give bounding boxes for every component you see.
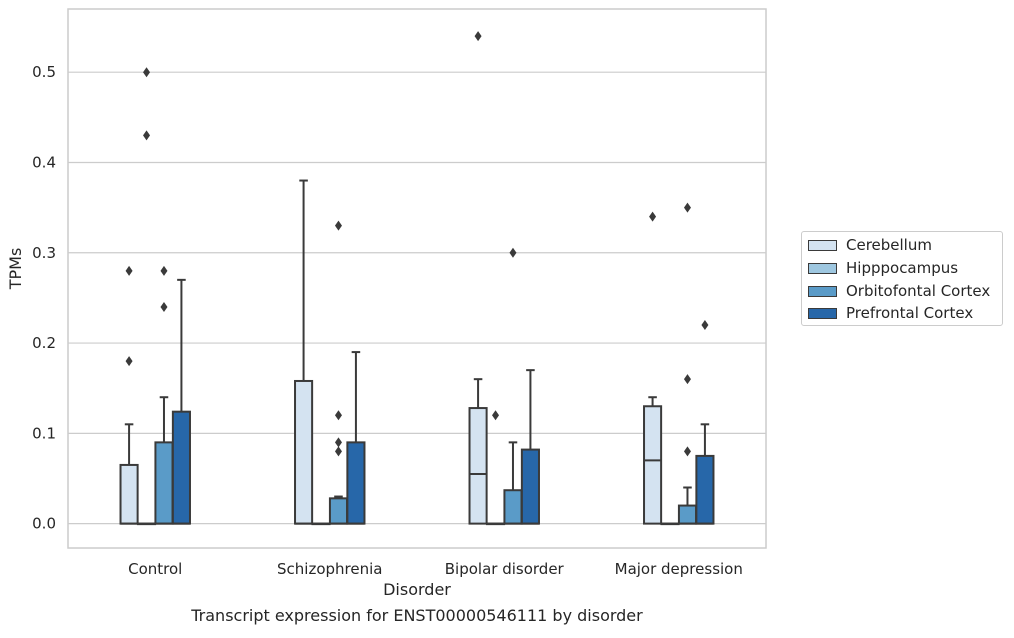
outlier-marker (509, 247, 517, 258)
outlier-marker (492, 410, 500, 421)
y-tick-label: 0.4 (32, 153, 56, 171)
box-prefrontal-cortex (695, 454, 715, 525)
outlier-marker (160, 265, 168, 276)
outlier-marker (334, 220, 342, 231)
legend-item-prefrontal-cortex: Prefrontal Cortex (808, 304, 973, 322)
box-prefrontal-cortex (346, 441, 366, 525)
outlier-marker (125, 356, 133, 367)
legend-item-orbitofrontal-cortex: Orbitofontal Cortex (808, 282, 990, 300)
outlier-marker (701, 319, 709, 330)
x-tick-label: Bipolar disorder (445, 560, 565, 578)
y-axis-label: TPMs (6, 248, 25, 291)
x-tick-label: Schizophrenia (277, 560, 382, 578)
y-tick-label: 0.2 (32, 334, 56, 352)
x-axis-label: Disorder (383, 580, 451, 599)
outlier-marker (683, 446, 691, 457)
box-cerebellum (294, 379, 314, 525)
x-tick-label: Major depression (615, 560, 743, 578)
x-tick-label: Control (128, 560, 182, 578)
outlier-marker (683, 374, 691, 385)
plot-frame (67, 8, 767, 549)
legend-item-hippocampus: Hipppocampus (808, 259, 958, 277)
legend-label: Prefrontal Cortex (846, 304, 974, 322)
box-cerebellum (643, 405, 663, 525)
outlier-marker (334, 446, 342, 457)
outlier-marker (683, 202, 691, 213)
box-orbitofontal-cortex (328, 497, 349, 525)
box-orbitofontal-cortex (154, 441, 174, 525)
box-prefrontal-cortex (171, 410, 191, 525)
box-prefrontal-cortex (520, 448, 540, 525)
box-orbitofontal-cortex (677, 504, 698, 525)
outlier-marker (143, 67, 151, 78)
legend: Cerebellum Hipppocampus Orbitofontal Cor… (801, 231, 1003, 326)
box-orbitofontal-cortex (503, 489, 523, 525)
y-tick-label: 0.1 (32, 424, 56, 442)
legend-item-cerebellum: Cerebellum (808, 236, 932, 254)
y-tick-label: 0.5 (32, 63, 56, 81)
legend-swatch (808, 307, 837, 319)
box-cerebellum (119, 463, 139, 525)
outlier-marker (649, 211, 657, 222)
legend-swatch (808, 285, 837, 297)
chart-caption: Transcript expression for ENST0000054611… (191, 606, 643, 625)
y-tick-label: 0.0 (32, 515, 56, 533)
outlier-marker (474, 31, 482, 42)
legend-label: Cerebellum (846, 236, 932, 254)
outlier-marker (334, 410, 342, 421)
legend-label: Hipppocampus (846, 259, 959, 277)
outlier-marker (143, 130, 151, 141)
outlier-marker (160, 301, 168, 312)
outlier-marker (334, 437, 342, 448)
y-tick-label: 0.3 (32, 244, 56, 262)
box-cerebellum (468, 407, 488, 525)
outlier-marker (125, 265, 133, 276)
legend-swatch (808, 239, 837, 251)
legend-swatch (808, 262, 837, 274)
legend-label: Orbitofontal Cortex (846, 282, 991, 300)
